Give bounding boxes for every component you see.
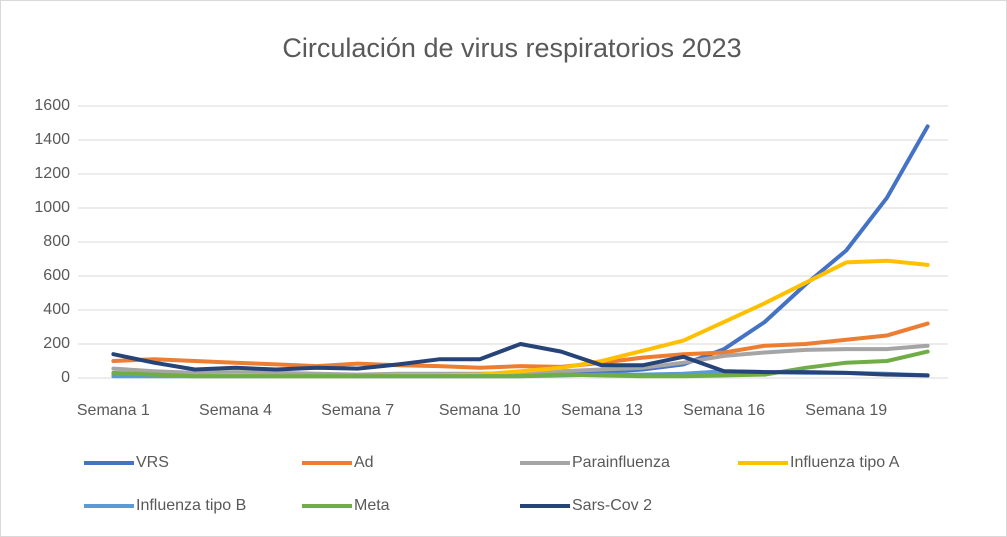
y-tick-label: 0 bbox=[61, 369, 70, 386]
series-line bbox=[111, 342, 930, 378]
y-tick-label: 400 bbox=[43, 301, 70, 318]
x-tick-label: Semana 19 bbox=[805, 402, 887, 419]
legend-label: Meta bbox=[354, 497, 390, 514]
x-tick-label: Semana 13 bbox=[561, 402, 643, 419]
y-tick-label: 800 bbox=[43, 233, 70, 250]
series-line bbox=[111, 349, 930, 379]
legend-label: Parainfluenza bbox=[572, 454, 670, 471]
y-tick-label: 1400 bbox=[34, 131, 70, 148]
legend-label: VRS bbox=[136, 454, 169, 471]
x-tick-label: Semana 1 bbox=[77, 402, 150, 419]
y-tick-label: 1200 bbox=[34, 165, 70, 182]
x-tick-label: Semana 10 bbox=[439, 402, 521, 419]
y-tick-label: 200 bbox=[43, 335, 70, 352]
x-tick-label: Semana 4 bbox=[199, 402, 272, 419]
x-tick-label: Semana 7 bbox=[321, 402, 394, 419]
legend-label: Influenza tipo A bbox=[790, 454, 900, 471]
y-tick-label: 600 bbox=[43, 267, 70, 284]
x-tick-label: Semana 16 bbox=[683, 402, 765, 419]
y-tick-label: 1000 bbox=[34, 199, 70, 216]
legend-label: Influenza tipo B bbox=[136, 497, 246, 514]
series-line bbox=[111, 321, 930, 370]
y-tick-label: 1600 bbox=[34, 97, 70, 114]
chart-title: Circulación de virus respiratorios 2023 bbox=[282, 33, 741, 63]
legend-label: Ad bbox=[354, 454, 374, 471]
legend-label: Sars-Cov 2 bbox=[572, 497, 652, 514]
